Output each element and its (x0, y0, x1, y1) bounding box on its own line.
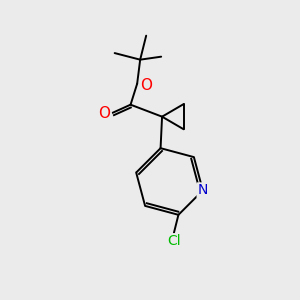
Text: Cl: Cl (167, 234, 181, 248)
Text: O: O (140, 78, 152, 93)
Text: O: O (98, 106, 110, 121)
Text: N: N (198, 183, 208, 197)
